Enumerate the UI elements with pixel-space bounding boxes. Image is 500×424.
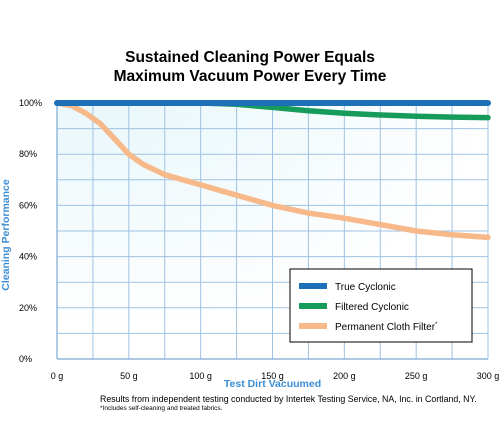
chart-title: Sustained Cleaning Power Equals Maximum … bbox=[0, 48, 500, 86]
series-line-2 bbox=[54, 100, 491, 241]
y-tick-label: 60% bbox=[19, 200, 37, 210]
y-tick-label: 40% bbox=[19, 252, 37, 262]
legend-footnote-marker: * bbox=[435, 322, 438, 328]
footnote: *Includes self-cleaning and treated fabr… bbox=[100, 405, 223, 412]
x-tick-label: 300 g bbox=[477, 371, 500, 381]
legend-label-0: True Cyclonic bbox=[335, 282, 396, 293]
chart-title-line-2: Maximum Vacuum Power Every Time bbox=[113, 68, 387, 85]
y-tick-label: 100% bbox=[19, 98, 42, 108]
x-tick-label: 100 g bbox=[189, 371, 212, 381]
x-tick-label: 200 g bbox=[333, 371, 356, 381]
y-tick-label: 0% bbox=[19, 354, 32, 364]
legend-swatch-0 bbox=[299, 283, 327, 289]
y-tick-label: 80% bbox=[19, 149, 37, 159]
x-tick-label: 150 g bbox=[261, 371, 284, 381]
legend: True Cyclonic Filtered Cyclonic Permanent … bbox=[289, 268, 473, 343]
source-note: Results from independent testing conduct… bbox=[100, 394, 477, 404]
x-tick-label: 50 g bbox=[120, 371, 138, 381]
chart-title-line-1: Sustained Cleaning Power Equals bbox=[125, 49, 375, 66]
x-tick-label: 250 g bbox=[405, 371, 428, 381]
y-axis-label: Cleaning Performance bbox=[0, 179, 12, 291]
x-axis-label: Test Dirt Vacuumed bbox=[224, 378, 321, 390]
legend-swatch-1 bbox=[299, 303, 327, 309]
legend-label-1: Filtered Cyclonic bbox=[335, 302, 409, 313]
legend-swatch-2 bbox=[299, 323, 327, 329]
series-lines bbox=[54, 100, 491, 241]
legend-label-2: Permanent Cloth Filter* bbox=[335, 322, 438, 333]
y-tick-label: 20% bbox=[19, 303, 37, 313]
x-tick-label: 0 g bbox=[51, 371, 64, 381]
tick-labels: 0% 20% 40% 60% 80% 100% 0 g 50 g 100 g 150 g 200 g… bbox=[19, 98, 499, 381]
grid-lines bbox=[56, 102, 489, 360]
